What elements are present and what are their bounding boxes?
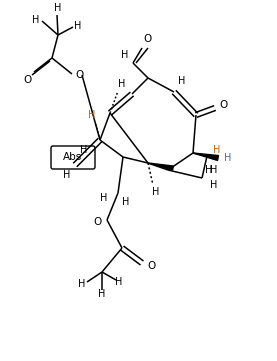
- Text: O: O: [144, 34, 152, 44]
- Text: H: H: [210, 180, 218, 190]
- Text: H: H: [100, 193, 108, 203]
- Text: Abs: Abs: [63, 152, 83, 162]
- Text: H: H: [98, 289, 106, 299]
- Text: H: H: [213, 145, 221, 155]
- Text: H: H: [80, 145, 88, 155]
- Text: H: H: [118, 79, 126, 89]
- Text: O: O: [148, 261, 156, 271]
- Text: H: H: [205, 165, 213, 175]
- Text: O: O: [94, 217, 102, 227]
- Text: H: H: [122, 197, 130, 207]
- Polygon shape: [193, 153, 219, 160]
- Text: H: H: [152, 187, 160, 197]
- Text: H: H: [63, 170, 71, 180]
- Text: H: H: [88, 110, 96, 120]
- Text: H: H: [224, 153, 232, 163]
- Text: H: H: [115, 277, 123, 287]
- Text: H: H: [210, 165, 218, 175]
- Text: H: H: [78, 279, 86, 289]
- FancyBboxPatch shape: [51, 146, 95, 169]
- Text: H: H: [121, 50, 129, 60]
- Text: H: H: [74, 21, 82, 31]
- Polygon shape: [148, 163, 173, 170]
- Text: H: H: [178, 76, 186, 86]
- Text: O: O: [76, 70, 84, 80]
- Text: H: H: [54, 3, 62, 13]
- Text: O: O: [220, 100, 228, 110]
- Text: O: O: [23, 75, 31, 85]
- Text: H: H: [32, 15, 40, 25]
